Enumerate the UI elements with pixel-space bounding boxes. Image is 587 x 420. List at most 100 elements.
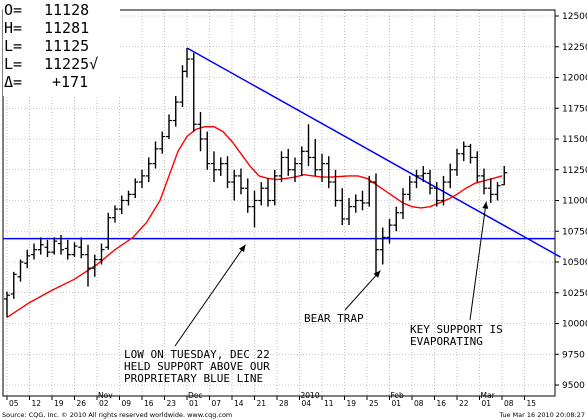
x-tick-label: 01 xyxy=(392,399,402,408)
price-bar xyxy=(427,169,433,195)
x-tick-label: 11 xyxy=(324,399,334,408)
x-tick-label: 05 xyxy=(9,399,19,408)
price-bar xyxy=(85,244,91,287)
price-bar xyxy=(118,195,125,215)
annotation-text: PROPRIETARY BLUE LINE xyxy=(124,372,263,385)
price-bar xyxy=(64,239,71,260)
price-bar xyxy=(366,175,373,207)
price-bar xyxy=(481,168,487,195)
open-label: O= xyxy=(4,1,22,19)
price-bar xyxy=(238,168,244,195)
x-tick-label: 02 xyxy=(99,399,109,408)
price-bar xyxy=(420,166,427,183)
price-bar xyxy=(139,169,145,189)
price-bar xyxy=(339,188,346,226)
low-value: 11125 xyxy=(44,37,89,55)
trendline xyxy=(186,47,561,258)
price-bar xyxy=(352,194,359,213)
price-bar xyxy=(125,190,132,206)
x-tick-label: 01 xyxy=(189,399,199,408)
price-bar xyxy=(224,156,231,189)
x-tick-label: 25 xyxy=(369,399,379,408)
x-tick-label: 07 xyxy=(212,399,222,408)
x-tick-label: 08 xyxy=(504,399,514,408)
price-bar xyxy=(58,234,64,255)
trendline-layer xyxy=(186,47,561,258)
annotation-arrowhead xyxy=(482,201,489,209)
price-bar xyxy=(244,178,251,213)
annotation-arrowhead xyxy=(239,244,246,253)
price-bars xyxy=(4,47,508,318)
x-month-label: Mar xyxy=(481,391,496,400)
footer-timestamp: Tue Mar 16 2010 20:08:27 xyxy=(498,411,585,419)
price-bar xyxy=(285,148,292,176)
price-bar xyxy=(332,169,339,207)
x-tick-label: 19 xyxy=(54,399,64,408)
x-month-label: Nov xyxy=(98,391,113,400)
y-tick-label: 10500 xyxy=(562,258,587,268)
price-bar xyxy=(24,249,31,269)
annotation-text: HELD SUPPORT ABOVE OUR xyxy=(124,360,270,373)
price-bar xyxy=(159,131,166,154)
x-month-label: Dec xyxy=(188,391,203,400)
change-label: Δ= xyxy=(4,73,22,91)
price-bar xyxy=(406,175,413,201)
y-tick-label: 11750 xyxy=(562,104,587,114)
price-bar xyxy=(44,239,51,258)
high-value: 11281 xyxy=(44,19,89,37)
price-bar xyxy=(413,169,420,189)
price-bar xyxy=(4,291,10,318)
price-bar xyxy=(467,143,474,164)
price-bar xyxy=(346,198,352,226)
price-bar xyxy=(98,243,105,265)
annotation-arrow xyxy=(469,201,487,321)
x-tick-label: 09 xyxy=(122,399,132,408)
high-label: H= xyxy=(4,19,22,37)
price-bar xyxy=(105,212,112,250)
y-tick-label: 11250 xyxy=(562,166,587,176)
x-tick-label: 01 xyxy=(482,399,492,408)
x-tick-label: 08 xyxy=(414,399,424,408)
price-bar xyxy=(71,242,78,258)
last-label: L= xyxy=(4,55,22,73)
x-axis: 05 12 19 26 02 09 16 23 01 07 14 21 28 04 11 19 25 01 08 16… xyxy=(6,391,536,408)
price-bar xyxy=(145,157,152,183)
price-bar xyxy=(460,141,467,162)
y-axis: 12500 12250 12000 11750 11500 11250 11000 10750… xyxy=(555,12,587,391)
change-value: +171 xyxy=(52,73,88,91)
price-bar xyxy=(379,227,386,265)
y-tick-label: 12500 xyxy=(562,12,587,22)
price-bar xyxy=(78,237,85,259)
x-tick-label: 16 xyxy=(437,399,447,408)
x-tick-label: 04 xyxy=(302,399,312,408)
price-bar xyxy=(37,237,44,255)
annotation-arrow xyxy=(174,244,246,347)
low-label: L= xyxy=(4,37,22,55)
x-month-label: Feb xyxy=(391,391,405,400)
price-bar xyxy=(487,178,494,203)
price-bar xyxy=(278,151,285,183)
price-bar xyxy=(312,139,319,176)
x-tick-label: 12 xyxy=(32,399,42,408)
y-tick-label: 9500 xyxy=(562,381,585,391)
price-bar xyxy=(400,188,406,219)
price-bar xyxy=(386,218,393,244)
price-bar xyxy=(172,95,179,127)
open-value: 11128 xyxy=(44,1,89,19)
price-bar xyxy=(251,190,258,228)
x-tick-label: 23 xyxy=(167,399,177,408)
annotation-text: EVAPORATING xyxy=(410,335,483,348)
annotation-text: LOW ON TUESDAY, DEC 22 xyxy=(124,348,270,361)
price-bar xyxy=(231,169,238,201)
price-bar xyxy=(31,243,37,260)
price-bar xyxy=(217,157,224,176)
annotation: BEAR TRAP xyxy=(304,270,381,325)
y-tick-label: 9750 xyxy=(562,350,585,360)
price-bar xyxy=(10,271,17,299)
price-bar xyxy=(454,148,460,176)
price-bar xyxy=(211,151,217,183)
price-bar xyxy=(447,163,454,189)
price-bar xyxy=(152,141,159,169)
